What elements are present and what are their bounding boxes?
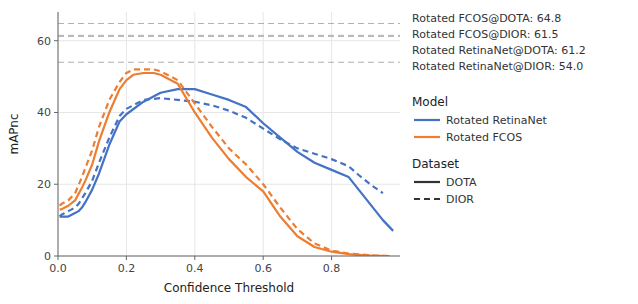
plot-area [58,23,400,256]
series-line [60,69,390,256]
grid-line [126,12,127,256]
x-tick [194,256,195,260]
y-tick [54,256,58,257]
y-tick-label: 60 [37,35,51,48]
grid-line [58,184,400,185]
x-tick [331,256,332,260]
x-axis-label: Confidence Threshold [164,281,294,295]
legend-entry: Rotated FCOS [446,131,522,144]
legend-entry: DIOR [446,193,474,206]
legend-swatch [414,136,440,138]
reference-line [58,36,400,37]
reference-line [58,35,400,36]
y-axis-line [58,12,59,256]
grid-line [194,12,195,256]
legend-entry: Rotated RetinaNet [446,114,547,127]
y-tick-label: 20 [37,178,51,191]
y-tick [54,40,58,41]
legend-swatch [414,181,440,183]
x-tick-label: 0.8 [323,262,341,275]
x-tick [126,256,127,260]
grid [58,12,400,256]
chart: 0.0 0.2 0.4 0.6 0.8 0 20 40 60 Confidence Thresho… [0,0,638,304]
grid-line [58,40,400,41]
x-tick-label: 0.4 [186,262,204,275]
annotation: Rotated FCOS@DIOR: 61.5 [412,28,559,41]
grid-line [58,12,59,256]
y-tick [54,184,58,185]
annotation: Rotated RetinaNet@DOTA: 61.2 [412,44,586,57]
legend-title: Model [412,95,448,109]
legend-entry: DOTA [446,176,477,189]
x-tick-label: 0.2 [118,262,136,275]
reference-line [58,62,400,63]
x-tick [263,256,264,260]
legend-swatch [414,198,440,200]
y-tick [54,112,58,113]
x-tick [58,256,59,260]
legend: Model Rotated RetinaNet Rotated FCOS [412,95,547,144]
grid-line [331,12,332,256]
x-tick-label: 0.0 [49,262,67,275]
legend-swatch [414,119,440,121]
y-tick-label: 40 [37,106,51,119]
y-axis-label: mAPnc [7,113,21,154]
grid-line [58,256,400,257]
y-tick-label: 0 [44,250,51,263]
x-tick-label: 0.6 [254,262,272,275]
series-line [60,73,390,256]
legend-title: Dataset [412,157,459,171]
annotation: Rotated RetinaNet@DIOR: 54.0 [412,60,583,73]
reference-line [58,23,400,24]
legend: Dataset DOTA DIOR [412,157,477,206]
grid-line [263,12,264,256]
annotation: Rotated FCOS@DOTA: 64.8 [412,12,561,25]
x-axis-line [58,256,400,257]
